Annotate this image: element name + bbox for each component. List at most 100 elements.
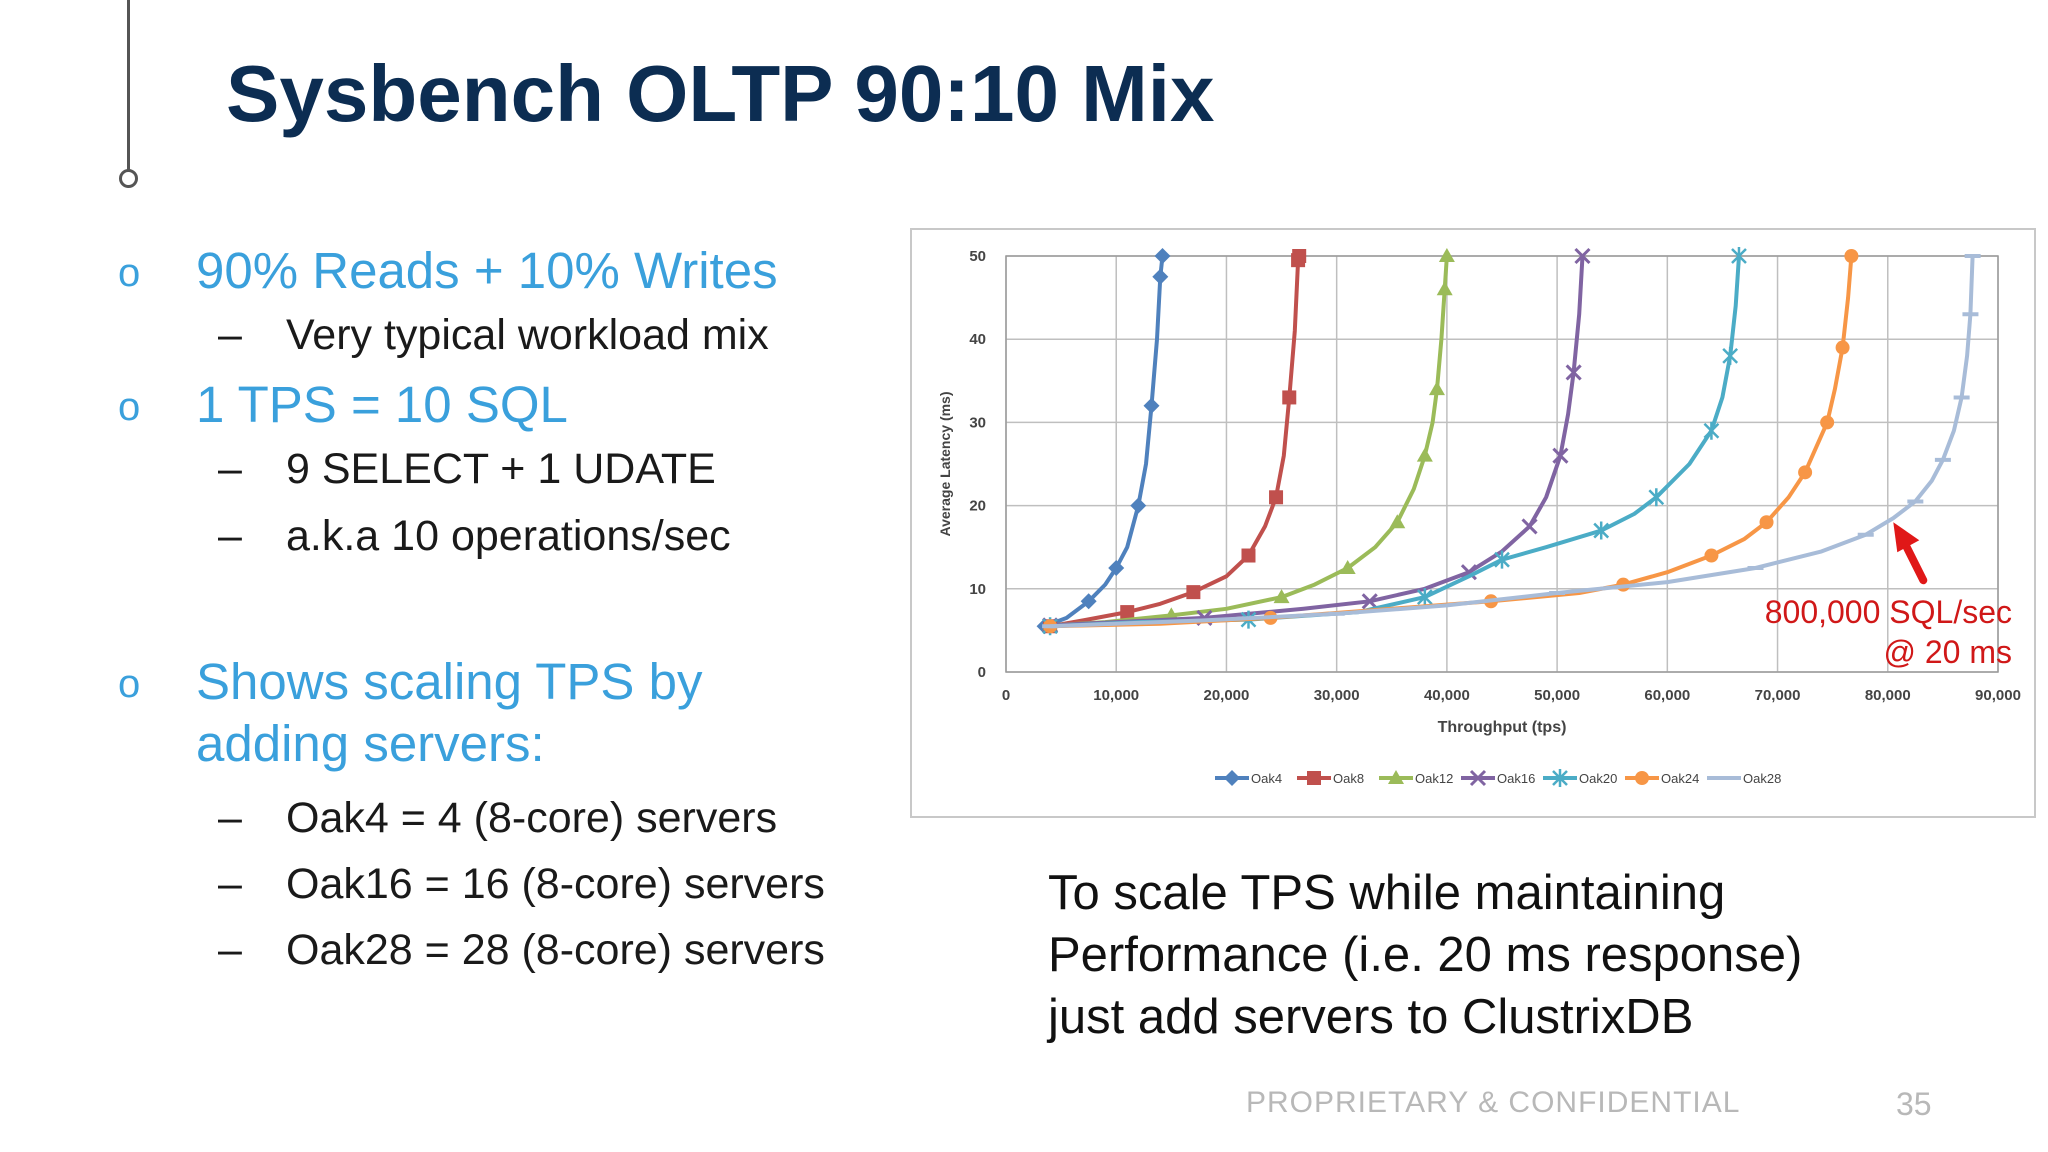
data-point-oak20 xyxy=(1731,247,1747,265)
chart-caption: To scale TPS while maintaining Performan… xyxy=(1048,862,1802,1048)
sub-bullet: – Oak16 = 16 (8-core) servers xyxy=(118,859,898,909)
x-tick-label: 40,000 xyxy=(1424,687,1470,704)
annotation-arrow-shaft xyxy=(1901,540,1928,585)
data-point-oak4 xyxy=(1152,268,1169,285)
data-point-oak20 xyxy=(1648,488,1665,507)
sub-bullet: – Very typical workload mix xyxy=(118,310,898,360)
decorative-vertical-line xyxy=(127,0,130,172)
caption-line: just add servers to ClustrixDB xyxy=(1048,990,1694,1044)
y-tick-label: 30 xyxy=(969,414,986,431)
data-point-oak24 xyxy=(1835,340,1850,355)
sub-bullet: – 9 SELECT + 1 UDATE xyxy=(118,444,898,494)
bullet-marker: o xyxy=(118,385,141,429)
annotation-line: 800,000 SQL/sec xyxy=(1764,594,2012,630)
sub-bullet-marker: – xyxy=(218,794,242,842)
series-line-oak4 xyxy=(1043,255,1165,629)
series-line-oak8 xyxy=(1049,255,1302,629)
bullet-list: o 90% Reads + 10% Writes – Very typical … xyxy=(118,240,898,975)
data-point-oak12 xyxy=(1416,447,1433,462)
data-point-oak24 xyxy=(1704,548,1719,563)
sub-bullet-marker: – xyxy=(218,512,242,560)
legend-marker-oak12 xyxy=(1388,770,1404,784)
chart-annotation: 800,000 SQL/sec @ 20 ms xyxy=(1632,592,2012,672)
legend-marker-oak16 xyxy=(1469,769,1487,787)
bullet-text: 90% Reads + 10% Writes xyxy=(196,242,778,299)
data-point-oak12 xyxy=(1436,281,1453,296)
series-line-oak28 xyxy=(1050,255,1975,629)
sub-bullet-text: 9 SELECT + 1 UDATE xyxy=(286,445,716,493)
x-tick-label: 80,000 xyxy=(1865,687,1911,704)
bullet-tps-sql: o 1 TPS = 10 SQL xyxy=(118,374,898,436)
data-point-oak24 xyxy=(1820,415,1835,430)
plot-border xyxy=(1005,255,1999,673)
bullet-text: 1 TPS = 10 SQL xyxy=(196,376,568,433)
sub-bullet-text: Oak28 = 28 (8-core) servers xyxy=(286,926,825,974)
sub-bullet-marker: – xyxy=(218,445,242,493)
data-point-oak12 xyxy=(1428,381,1445,396)
data-point-oak8 xyxy=(1292,249,1307,263)
chart-canvas: 0 10 20 30 40 50 0 10,000 20,000 30,000 40,000 50,0… xyxy=(937,247,2021,787)
data-point-oak16 xyxy=(1574,247,1591,265)
data-point-oak4 xyxy=(1080,593,1097,610)
y-tick-label: 40 xyxy=(969,331,986,348)
data-point-oak24 xyxy=(1798,465,1813,480)
latency-chart: 0 10 20 30 40 50 0 10,000 20,000 30,000 40,000 50,0… xyxy=(910,228,2036,818)
sub-bullet: – a.k.a 10 operations/sec xyxy=(118,511,898,561)
data-point-oak12 xyxy=(1273,589,1290,604)
caption-line: To scale TPS while maintaining xyxy=(1048,866,1726,920)
bullet-marker: o xyxy=(118,662,141,706)
data-point-oak24 xyxy=(1759,515,1774,530)
bullet-reads-writes: o 90% Reads + 10% Writes xyxy=(118,240,898,302)
data-point-oak4 xyxy=(1143,397,1160,414)
data-point-oak16 xyxy=(1361,593,1378,610)
data-point-oak20 xyxy=(1416,588,1433,607)
legend-label-oak12: Oak12 xyxy=(1415,771,1453,786)
data-point-oak12 xyxy=(1389,514,1406,529)
data-point-oak20 xyxy=(1593,521,1610,540)
data-point-oak4 xyxy=(1154,248,1171,264)
footer-confidential: PROPRIETARY & CONFIDENTIAL xyxy=(1246,1086,1741,1119)
data-point-oak24 xyxy=(1844,249,1859,263)
data-point-oak8 xyxy=(1269,490,1284,505)
annotation-arrow-head xyxy=(1893,522,1920,553)
annotation-line: @ 20 ms xyxy=(1883,634,2012,670)
x-tick-label: 70,000 xyxy=(1755,687,1801,704)
sub-bullet-text: Oak16 = 16 (8-core) servers xyxy=(286,860,825,908)
data-point-oak4 xyxy=(1130,497,1147,514)
legend-label-oak4: Oak4 xyxy=(1251,771,1282,786)
y-tick-label: 0 xyxy=(978,664,986,681)
x-tick-label: 10,000 xyxy=(1093,687,1139,704)
x-tick-label: 50,000 xyxy=(1534,687,1580,704)
legend-label-oak20: Oak20 xyxy=(1579,771,1617,786)
bullet-marker: o xyxy=(118,251,141,295)
data-point-oak8 xyxy=(1186,585,1201,600)
x-tick-label: 30,000 xyxy=(1314,687,1360,704)
legend-label-oak24: Oak24 xyxy=(1661,771,1699,786)
x-tick-label: 90,000 xyxy=(1975,687,2021,704)
legend-marker-oak8 xyxy=(1307,771,1321,785)
sub-bullet-text: Very typical workload mix xyxy=(286,311,769,359)
data-point-oak8 xyxy=(1241,548,1256,563)
data-point-oak8 xyxy=(1120,605,1135,620)
data-point-oak16 xyxy=(1552,447,1569,464)
y-axis-label: Average Latency (ms) xyxy=(937,392,953,537)
sub-bullet-marker: – xyxy=(218,926,242,974)
bullet-scaling: o Shows scaling TPS by adding servers: xyxy=(118,651,836,775)
sub-bullet: – Oak4 = 4 (8-core) servers xyxy=(118,793,898,843)
y-tick-label: 50 xyxy=(969,248,986,265)
series-line-oak16 xyxy=(1050,255,1585,628)
x-tick-label: 20,000 xyxy=(1203,687,1249,704)
legend-marker-oak20 xyxy=(1552,769,1568,787)
page-number: 35 xyxy=(1896,1086,1932,1122)
data-point-oak12 xyxy=(1438,248,1455,262)
legend-label-oak8: Oak8 xyxy=(1333,771,1364,786)
legend-marker-oak4 xyxy=(1224,770,1240,786)
legend-label-oak16: Oak16 xyxy=(1497,771,1535,786)
bullet-text: Shows scaling TPS by adding servers: xyxy=(196,653,703,772)
x-tick-label: 60,000 xyxy=(1644,687,1690,704)
caption-line: Performance (i.e. 20 ms response) xyxy=(1048,928,1803,982)
data-point-oak12 xyxy=(1339,560,1356,574)
data-point-oak16 xyxy=(1565,364,1582,381)
slide-title: Sysbench OLTP 90:10 Mix xyxy=(226,49,1215,138)
data-point-oak16 xyxy=(1521,518,1538,535)
